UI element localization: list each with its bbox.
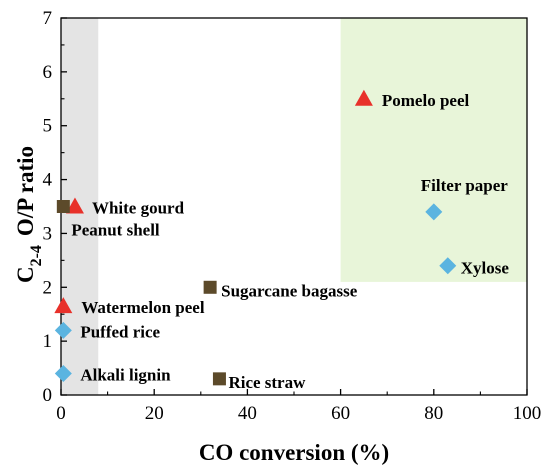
y-tick-label: 4 <box>43 170 53 191</box>
y-tick-label: 1 <box>43 331 53 352</box>
point-label: Peanut shell <box>71 221 160 240</box>
point-label: Xylose <box>461 259 510 278</box>
data-points <box>54 89 457 386</box>
y-tick-label: 2 <box>43 277 53 298</box>
x-tick-label: 80 <box>424 403 443 424</box>
y-tick-label: 5 <box>43 116 53 137</box>
marker-square <box>56 200 70 213</box>
point-label: Sugarcane bagasse <box>221 281 358 300</box>
marker-square <box>212 372 226 386</box>
marker-diamond <box>54 364 72 382</box>
point-label: White gourd <box>92 199 185 218</box>
point-label: Puffed rice <box>80 322 160 341</box>
point-label: Pomelo peel <box>382 91 470 110</box>
point-label: Watermelon peel <box>81 298 204 317</box>
point-labels: Pomelo peel White gourd Watermelon peel Pea… <box>71 91 509 392</box>
x-axis-title: CO conversion (%) <box>199 440 389 465</box>
y-tick-label: 3 <box>43 223 53 244</box>
x-tick-label: 20 <box>145 403 164 424</box>
y-tick-label: 0 <box>43 385 53 406</box>
y-tick-label: 7 <box>43 8 53 29</box>
x-tick-label: 100 <box>513 403 542 424</box>
x-tick-label: 40 <box>238 403 257 424</box>
marker-triangle <box>354 89 373 106</box>
y-axis-title-rest: O/P ratio <box>13 146 38 236</box>
x-tick-label: 60 <box>331 403 350 424</box>
highlight-regions <box>61 18 527 395</box>
y-tick-label: 6 <box>43 62 53 83</box>
x-tick-label: 0 <box>56 403 66 424</box>
highlight-region-1 <box>340 18 527 282</box>
marker-square <box>203 280 217 294</box>
marker-triangle <box>54 297 73 314</box>
point-label: Alkali lignin <box>80 365 171 384</box>
y-axis-title-subscript: 2-4 <box>28 245 45 266</box>
marker-diamond <box>439 257 457 275</box>
marker-triangle <box>65 197 84 214</box>
marker-diamond <box>425 203 443 221</box>
point-label: Filter paper <box>421 176 508 195</box>
y-axis-title: C2-4 O/P ratio <box>13 146 45 283</box>
point-label: Rice straw <box>228 373 306 392</box>
y-axis-title-main: C <box>13 266 38 283</box>
marker-diamond <box>54 321 72 339</box>
